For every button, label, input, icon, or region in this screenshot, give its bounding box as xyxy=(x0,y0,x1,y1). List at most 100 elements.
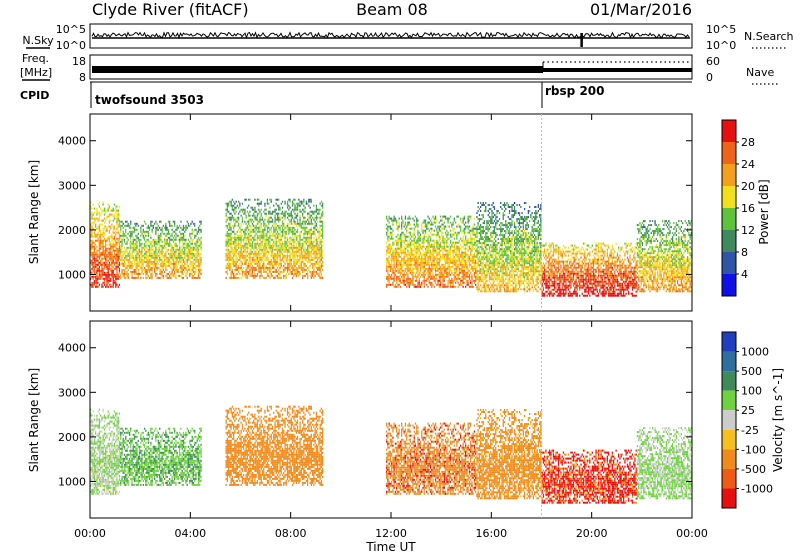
power-cell xyxy=(409,261,412,264)
power-cell xyxy=(279,228,281,231)
power-cell xyxy=(264,222,266,225)
power-cell xyxy=(234,260,236,263)
power-cell xyxy=(258,258,260,261)
power-cell xyxy=(147,274,149,277)
power-cell xyxy=(142,228,144,231)
power-cell xyxy=(137,274,139,277)
power-cell xyxy=(101,211,103,214)
power-cell xyxy=(192,276,195,279)
power-cell xyxy=(417,225,419,228)
power-cell xyxy=(126,232,128,235)
power-cell xyxy=(117,257,119,260)
power-cell xyxy=(456,279,458,282)
power-cell xyxy=(421,227,423,230)
power-cell xyxy=(274,226,276,229)
power-cell xyxy=(460,255,462,258)
power-cell xyxy=(452,251,454,254)
power-cell xyxy=(96,281,98,284)
power-cell xyxy=(408,257,410,260)
power-cell xyxy=(286,224,289,227)
power-cell xyxy=(260,208,262,211)
power-cell xyxy=(288,214,290,217)
power-cell xyxy=(239,252,241,255)
power-cell xyxy=(246,254,249,257)
power-cell xyxy=(452,273,454,276)
power-cell xyxy=(181,228,183,231)
power-cell xyxy=(194,236,196,239)
power-cell xyxy=(155,256,157,259)
power-cell xyxy=(127,254,129,257)
power-cell xyxy=(276,260,279,263)
power-cell xyxy=(180,258,182,261)
power-cell xyxy=(95,259,97,262)
power-cell xyxy=(407,269,409,272)
power-cell xyxy=(93,279,96,282)
power-cell xyxy=(182,276,185,279)
power-cell xyxy=(165,262,167,265)
power-cell xyxy=(396,257,398,260)
power-cell xyxy=(148,244,151,247)
power-cell xyxy=(288,230,290,233)
power-cell xyxy=(130,248,132,251)
power-cell xyxy=(314,254,316,257)
power-cell xyxy=(444,215,447,218)
power-cell xyxy=(253,220,255,223)
power-cell xyxy=(269,242,271,245)
power-cell xyxy=(195,234,197,237)
power-cell xyxy=(428,257,430,260)
power-cell xyxy=(231,252,233,255)
power-cell xyxy=(191,274,193,277)
power-cell xyxy=(97,259,99,262)
power-cell xyxy=(179,238,181,241)
power-cell xyxy=(290,212,292,215)
power-cell xyxy=(229,228,231,231)
power-cell xyxy=(192,254,195,257)
power-cell xyxy=(422,239,424,242)
power-cell xyxy=(414,241,417,244)
power-cell xyxy=(241,228,244,231)
power-cell xyxy=(407,249,409,252)
power-cell xyxy=(184,270,186,273)
power-cell xyxy=(273,256,275,259)
power-cell xyxy=(398,235,400,238)
power-cell xyxy=(101,283,103,286)
power-cell xyxy=(418,231,420,234)
power-cell xyxy=(91,207,93,210)
power-cell xyxy=(402,257,404,260)
power-cell xyxy=(118,237,121,240)
power-cell xyxy=(426,225,428,228)
power-cell xyxy=(164,260,166,263)
power-cell xyxy=(111,263,113,266)
power-cell xyxy=(319,276,321,279)
power-cell xyxy=(401,231,403,234)
power-cell xyxy=(126,266,128,269)
power-cell xyxy=(147,256,149,259)
power-cell xyxy=(127,258,129,261)
power-cell xyxy=(123,224,126,227)
power-cell xyxy=(406,273,408,276)
power-cell xyxy=(103,213,106,216)
power-cell xyxy=(155,250,157,253)
power-cell xyxy=(231,198,233,201)
power-cell xyxy=(276,270,279,273)
power-cell xyxy=(431,281,433,284)
power-cell xyxy=(177,238,180,241)
power-cell xyxy=(307,202,309,205)
power-cell xyxy=(294,198,296,201)
power-cell xyxy=(314,264,316,267)
power-cell xyxy=(266,220,269,223)
power-cell xyxy=(422,263,424,266)
power-cell xyxy=(179,248,181,251)
power-cell xyxy=(255,258,257,261)
power-cell xyxy=(147,266,149,269)
power-cell xyxy=(106,255,108,258)
power-cell xyxy=(136,244,138,247)
power-cell xyxy=(296,238,299,241)
power-cell xyxy=(278,220,280,223)
power-cell xyxy=(133,258,136,261)
power-cell xyxy=(113,251,116,254)
power-cell xyxy=(402,265,404,268)
power-cell xyxy=(404,223,407,226)
power-cell xyxy=(299,262,301,265)
power-cell xyxy=(271,266,274,269)
